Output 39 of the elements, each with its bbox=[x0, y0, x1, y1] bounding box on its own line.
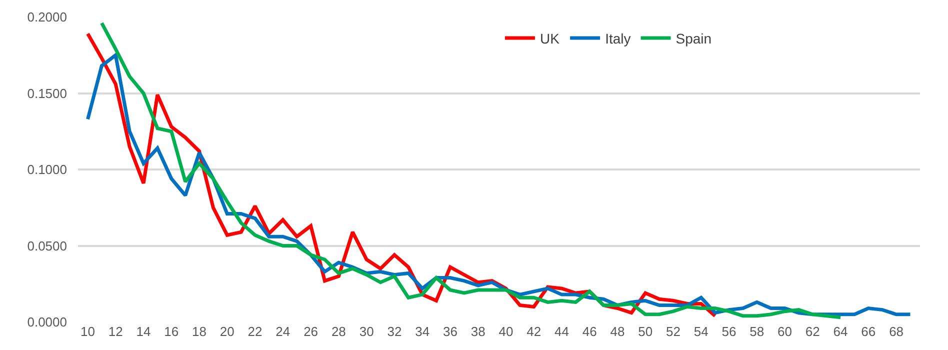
x-tick-label: 34 bbox=[415, 324, 430, 339]
line-series bbox=[100, 21, 842, 320]
legend-label: Spain bbox=[676, 30, 712, 46]
x-tick-label: 32 bbox=[387, 324, 402, 339]
x-tick-label: 56 bbox=[722, 324, 736, 339]
y-tick-label: 0.1000 bbox=[27, 162, 67, 178]
x-tick-label: 50 bbox=[638, 324, 653, 339]
y-tick-label: 0.2000 bbox=[27, 10, 67, 25]
x-tick-label: 58 bbox=[750, 324, 764, 339]
legend-label: Italy bbox=[605, 30, 631, 46]
x-tick-label: 24 bbox=[276, 324, 290, 339]
legend-label: UK bbox=[540, 30, 560, 46]
x-tick-label: 42 bbox=[526, 324, 542, 339]
y-tick-label: 0.0000 bbox=[27, 314, 67, 330]
x-tick-label: 54 bbox=[694, 324, 708, 339]
x-tick-label: 38 bbox=[470, 324, 486, 339]
x-tick-label: 14 bbox=[136, 324, 151, 339]
x-tick-label: 18 bbox=[192, 324, 207, 339]
x-tick-label: 48 bbox=[610, 324, 625, 339]
x-tick-label: 62 bbox=[805, 324, 820, 339]
x-tick-label: 20 bbox=[220, 324, 234, 339]
y-tick-label: 0.1500 bbox=[27, 86, 67, 101]
x-tick-label: 26 bbox=[304, 324, 318, 339]
x-tick-label: 16 bbox=[164, 324, 179, 339]
x-tick-label: 68 bbox=[889, 324, 904, 339]
x-tick-label: 28 bbox=[331, 324, 346, 339]
x-tick-label: 46 bbox=[582, 324, 597, 339]
x-tick-label: 60 bbox=[778, 324, 792, 339]
x-tick-label: 30 bbox=[359, 324, 374, 339]
x-tick-label: 10 bbox=[80, 324, 95, 339]
y-tick-label: 0.0500 bbox=[27, 238, 67, 254]
x-tick-label: 44 bbox=[554, 324, 569, 339]
x-tick-label: 22 bbox=[248, 324, 262, 339]
x-tick-label: 66 bbox=[861, 324, 876, 339]
x-tick-label: 36 bbox=[442, 324, 458, 339]
x-tick-label: 40 bbox=[498, 324, 514, 339]
x-tick-label: 64 bbox=[833, 324, 848, 339]
x-tick-label: 52 bbox=[666, 324, 680, 339]
x-tick-label: 12 bbox=[108, 324, 123, 339]
